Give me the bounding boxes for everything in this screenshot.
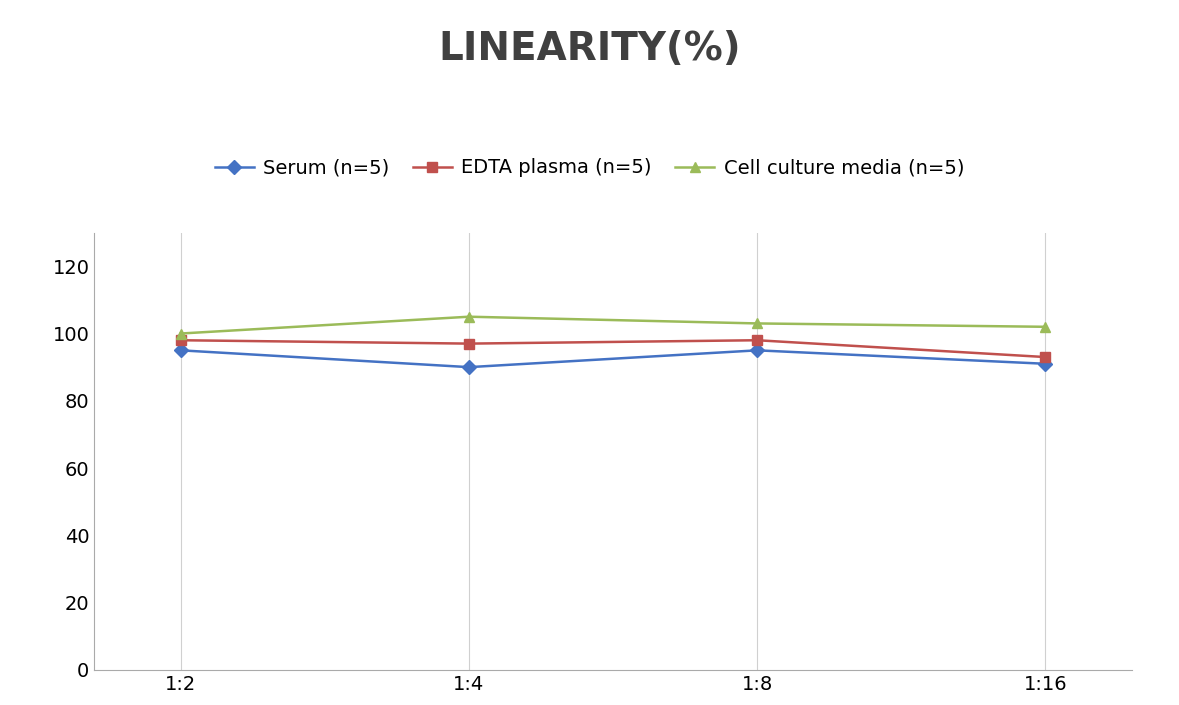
Serum (n=5)	[1039, 360, 1053, 368]
Cell culture media (n=5)	[173, 329, 187, 338]
Line: Cell culture media (n=5): Cell culture media (n=5)	[176, 312, 1050, 338]
Cell culture media (n=5)	[1039, 323, 1053, 331]
Serum (n=5)	[173, 346, 187, 355]
EDTA plasma (n=5)	[462, 339, 476, 348]
Cell culture media (n=5)	[750, 319, 764, 328]
Serum (n=5)	[462, 363, 476, 372]
Legend: Serum (n=5), EDTA plasma (n=5), Cell culture media (n=5): Serum (n=5), EDTA plasma (n=5), Cell cul…	[206, 151, 973, 185]
Line: EDTA plasma (n=5): EDTA plasma (n=5)	[176, 336, 1050, 362]
EDTA plasma (n=5)	[750, 336, 764, 345]
EDTA plasma (n=5)	[173, 336, 187, 345]
Cell culture media (n=5)	[462, 312, 476, 321]
Line: Serum (n=5): Serum (n=5)	[176, 345, 1050, 372]
Text: LINEARITY(%): LINEARITY(%)	[439, 30, 740, 68]
EDTA plasma (n=5)	[1039, 352, 1053, 361]
Serum (n=5)	[750, 346, 764, 355]
